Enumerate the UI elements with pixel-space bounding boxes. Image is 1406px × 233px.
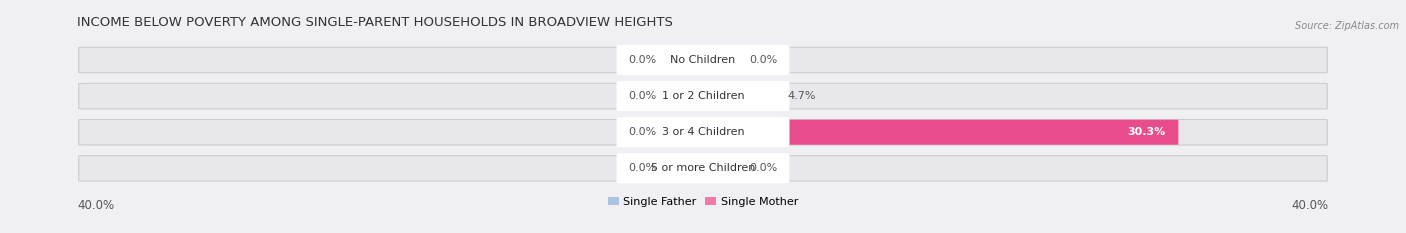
Text: 0.0%: 0.0% <box>628 163 657 173</box>
FancyBboxPatch shape <box>616 45 790 75</box>
FancyBboxPatch shape <box>666 156 704 181</box>
Text: 0.0%: 0.0% <box>628 55 657 65</box>
Text: 5 or more Children: 5 or more Children <box>651 163 755 173</box>
FancyBboxPatch shape <box>666 84 704 109</box>
Text: 3 or 4 Children: 3 or 4 Children <box>662 127 744 137</box>
FancyBboxPatch shape <box>666 48 704 72</box>
Text: INCOME BELOW POVERTY AMONG SINGLE-PARENT HOUSEHOLDS IN BROADVIEW HEIGHTS: INCOME BELOW POVERTY AMONG SINGLE-PARENT… <box>77 16 673 29</box>
FancyBboxPatch shape <box>79 83 1327 109</box>
Legend: Single Father, Single Mother: Single Father, Single Mother <box>603 192 803 211</box>
Text: 0.0%: 0.0% <box>749 55 778 65</box>
Text: 0.0%: 0.0% <box>749 163 778 173</box>
Text: No Children: No Children <box>671 55 735 65</box>
Text: Source: ZipAtlas.com: Source: ZipAtlas.com <box>1295 21 1399 31</box>
Text: 30.3%: 30.3% <box>1128 127 1166 137</box>
FancyBboxPatch shape <box>79 120 1327 145</box>
FancyBboxPatch shape <box>79 47 1327 73</box>
Text: 1 or 2 Children: 1 or 2 Children <box>662 91 744 101</box>
FancyBboxPatch shape <box>616 81 790 111</box>
FancyBboxPatch shape <box>666 120 704 145</box>
FancyBboxPatch shape <box>616 153 790 183</box>
FancyBboxPatch shape <box>702 48 740 72</box>
Text: 0.0%: 0.0% <box>628 91 657 101</box>
Text: 0.0%: 0.0% <box>628 127 657 137</box>
FancyBboxPatch shape <box>702 156 740 181</box>
Text: 40.0%: 40.0% <box>77 199 114 212</box>
FancyBboxPatch shape <box>616 117 790 147</box>
FancyBboxPatch shape <box>79 156 1327 181</box>
Text: 4.7%: 4.7% <box>787 91 817 101</box>
FancyBboxPatch shape <box>702 84 778 109</box>
FancyBboxPatch shape <box>702 120 1178 145</box>
Text: 40.0%: 40.0% <box>1292 199 1329 212</box>
